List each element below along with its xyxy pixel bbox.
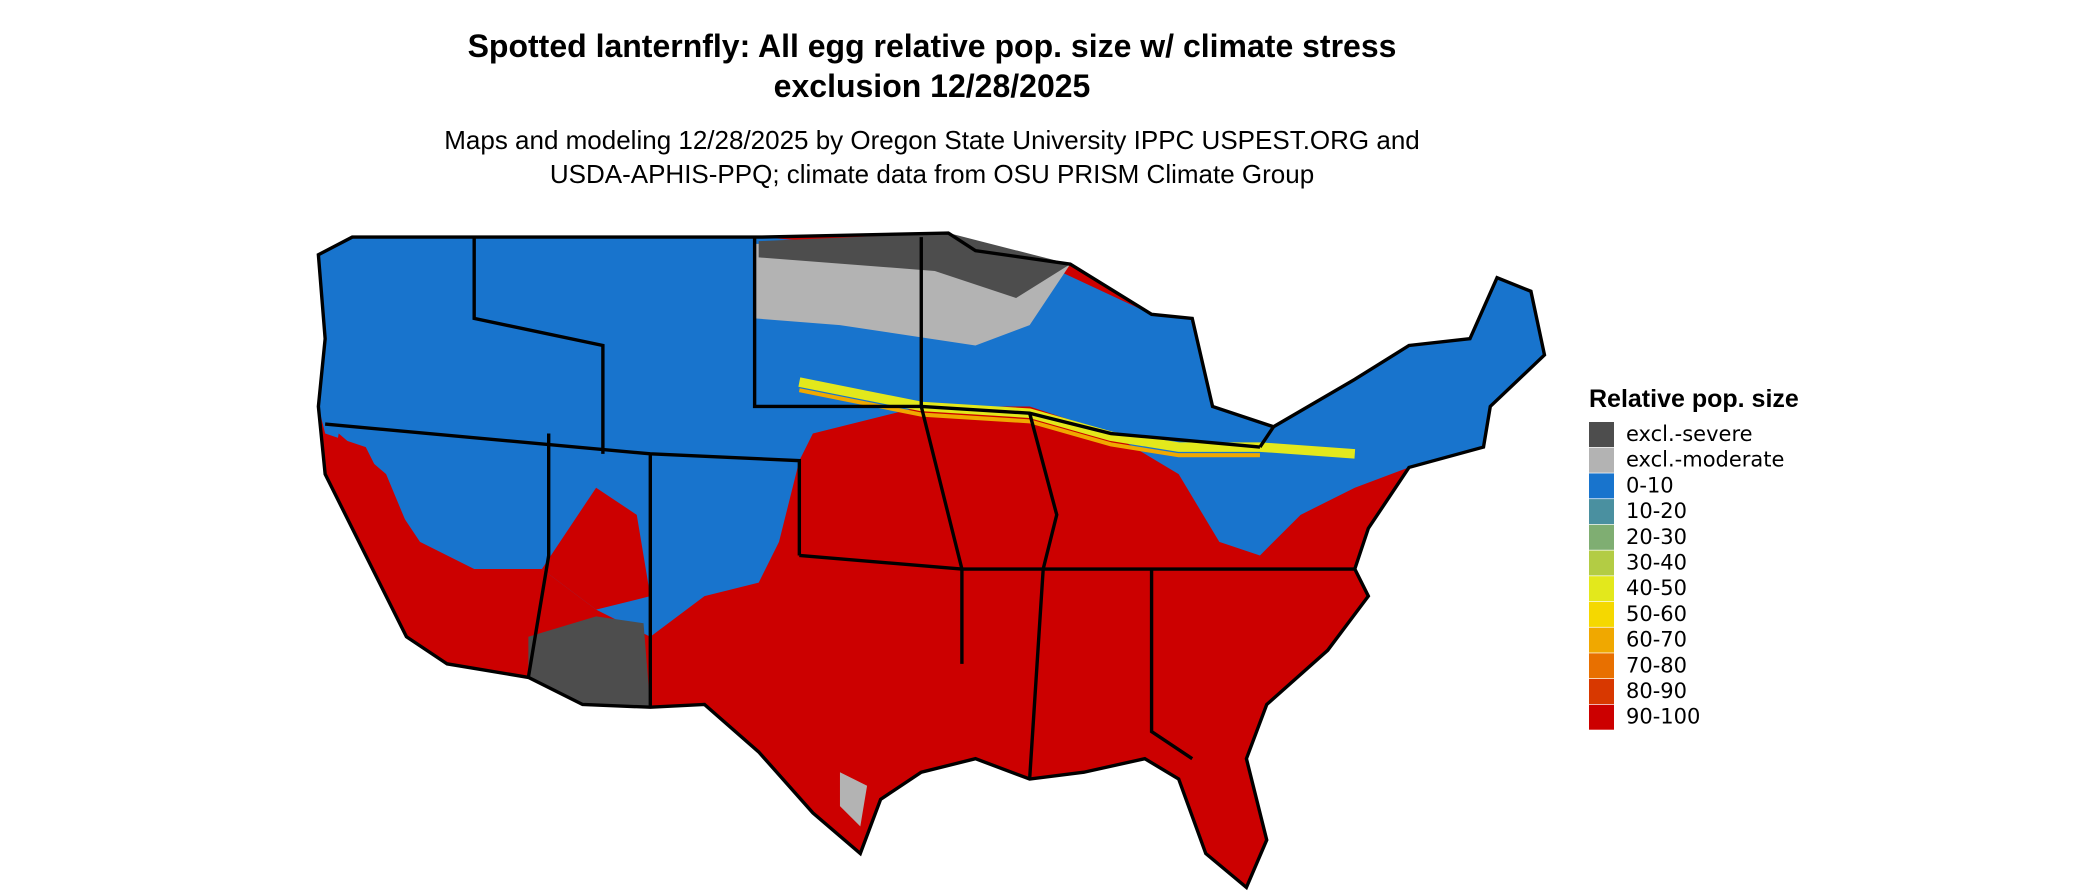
state-border: [324, 422, 802, 556]
us-outline: [316, 231, 1547, 891]
legend-swatch: [1589, 524, 1614, 550]
legend-label: 40-50: [1626, 576, 1687, 600]
state-border: [1027, 412, 1059, 780]
legend-swatch: [1589, 601, 1614, 627]
legend-label: 10-20: [1626, 499, 1687, 523]
legend-label: excl.-moderate: [1626, 448, 1784, 472]
legend-label: 70-80: [1626, 653, 1687, 677]
legend-swatch: [1589, 653, 1614, 679]
legend-swatch: [1589, 499, 1614, 525]
legend-label: 0-10: [1626, 473, 1674, 497]
state-border: [1149, 569, 1194, 761]
legend-swatch: [1589, 679, 1614, 704]
legend: Relative pop. size excl.-severeexcl.-mod…: [1589, 385, 1799, 730]
legend-swatch: [1589, 550, 1614, 576]
us-map: [316, 231, 1547, 891]
subtitle: Maps and modeling 12/28/2025 by Oregon S…: [444, 125, 1420, 155]
legend-swatch: [1589, 576, 1614, 602]
region-excl-severe: [528, 616, 651, 708]
legend-swatch: [1589, 704, 1614, 730]
state-border: [919, 237, 964, 664]
region-excl-moderate: [839, 772, 868, 827]
legend-label: 90-100: [1626, 705, 1700, 729]
legend-label: 60-70: [1626, 628, 1687, 652]
state-border: [472, 237, 605, 454]
legend-label: 80-90: [1626, 679, 1687, 703]
state-border: [1258, 425, 1275, 449]
state-border: [526, 433, 551, 678]
region-high: [331, 433, 488, 664]
region-high: [541, 487, 651, 610]
title: Spotted lanternfly: All egg relative pop…: [468, 28, 1397, 64]
legend-swatch: [1589, 447, 1614, 473]
legend-label: excl.-severe: [1626, 422, 1753, 446]
legend-swatch: [1589, 422, 1614, 447]
region-excl-severe: [758, 233, 1071, 299]
state-borders: [316, 231, 1547, 891]
transition-band: [798, 388, 1260, 458]
legend-swatch: [1589, 627, 1614, 653]
subtitle: USDA-APHIS-PPQ; climate data from OSU PR…: [550, 159, 1314, 189]
legend-label: 20-30: [1626, 525, 1687, 549]
title: exclusion 12/28/2025: [774, 68, 1091, 104]
legend-swatch: [1589, 473, 1614, 499]
legend-label: 30-40: [1626, 551, 1687, 575]
legend-label: 50-60: [1626, 602, 1687, 626]
state-border: [752, 237, 1261, 449]
legend-title: Relative pop. size: [1589, 385, 1799, 413]
